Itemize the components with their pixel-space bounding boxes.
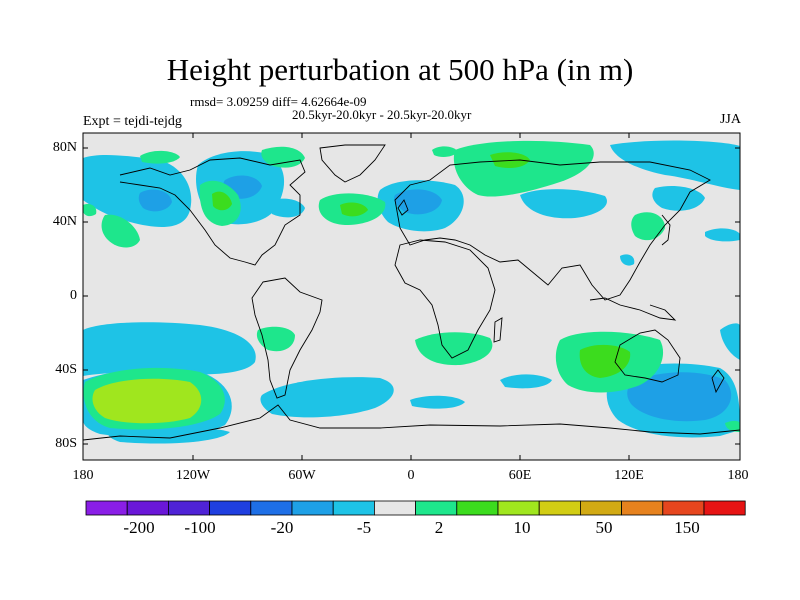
colorbar-label-150: 150 [674, 518, 700, 537]
coastlines [83, 144, 740, 441]
experiment-label: Expt = tejdi-tejdg [83, 114, 182, 129]
contour-mint-china [631, 212, 665, 241]
rmsd-diff-stats: rmsd= 3.09259 diff= 4.62664e-09 [190, 94, 367, 109]
contour-cyan-s-atlantic [260, 377, 394, 418]
x-tick-label-0: 0 [407, 468, 415, 483]
y-tick-label-80s: 80S [55, 436, 77, 451]
contour-cyan-s-indian [500, 374, 552, 389]
coastline-greenland [319, 144, 386, 183]
contour-mint-arctic-europe [432, 146, 458, 157]
contour-cyan-arctic-east [610, 140, 740, 190]
x-tick-label-60e: 60E [508, 468, 532, 483]
map-title: Height perturbation at 500 hPa (in m) [166, 52, 634, 87]
coastline-british-isles [397, 199, 409, 216]
colorbar-swatch-13 [580, 500, 623, 516]
x-tick-label-180w: 180 [72, 468, 94, 483]
coastline-north-america [119, 157, 306, 266]
colorbar-swatch-9 [415, 500, 458, 516]
contour-mint-russia [453, 140, 594, 197]
colorbar-label-minus-100: -100 [184, 518, 216, 537]
x-tick-label-60w: 60W [288, 468, 316, 483]
colorbar-swatch-15 [662, 500, 705, 516]
contour-yellowgreen-s-pacific [92, 378, 202, 424]
coastline-japan [661, 214, 671, 246]
contour-cyan-se-pacific [720, 323, 740, 360]
colorbar-label-minus-5: -5 [356, 518, 372, 537]
contour-green-n-atlantic [340, 202, 368, 217]
colorbar-swatch-11 [497, 500, 540, 516]
coastline-madagascar [493, 317, 503, 343]
colorbar-swatch-12 [538, 500, 581, 516]
contour-cyan-antarctic-pacific [108, 426, 230, 444]
coastline-eurasia [394, 159, 711, 301]
contour-cyan-southern-ocean [410, 395, 465, 409]
contour-mint-arctic-pacific [140, 150, 180, 164]
colorbar-swatch-10 [456, 500, 499, 516]
coastline-africa [394, 239, 496, 359]
colorbar-swatch-6 [291, 500, 334, 516]
colorbar-swatch-8 [373, 500, 416, 516]
y-tick-label-40s: 40S [55, 362, 77, 377]
contour-cyan-japan [620, 254, 635, 266]
colorbar-label-10: 10 [513, 518, 531, 537]
contour-mint-n-pacific-east [83, 204, 97, 217]
contour-cyan-nw-pacific-small [705, 228, 740, 242]
x-tick-label-120w: 120W [175, 468, 211, 483]
y-tick-label-0: 0 [70, 288, 77, 303]
contour-mint-se-pacific [256, 326, 295, 352]
coastline-maritime-continent [589, 297, 677, 321]
contour-mint-southern-ocean [725, 420, 740, 432]
axis-ticks [83, 133, 740, 460]
contour-field [83, 133, 740, 460]
coastline-australia [614, 329, 681, 383]
colorbar-label-minus-200: -200 [123, 518, 155, 537]
colorbar-swatch-3 [167, 500, 210, 516]
contours-negative-20 [138, 175, 732, 422]
contour-mint-arctic-canada [261, 146, 305, 168]
contour-cyan-siberia [520, 189, 607, 219]
contour-blue-australia-core [627, 372, 732, 422]
colorbar [85, 500, 746, 516]
y-tick-label-80n: 80N [52, 140, 77, 155]
y-tick-label-40n: 40N [52, 214, 77, 229]
colorbar-label-50: 50 [595, 518, 613, 537]
colorbar-swatch-14 [621, 500, 664, 516]
x-tick-label-120e: 120E [614, 468, 644, 483]
period-subtitle: 20.5kyr-20.0kyr - 20.5kyr-20.0kyr [292, 107, 472, 122]
x-tick-label-180e: 180 [727, 468, 749, 483]
colorbar-label-minus-20: -20 [270, 518, 294, 537]
colorbar-swatch-1 [85, 500, 128, 516]
colorbar-swatch-5 [250, 500, 293, 516]
colorbar-swatch-4 [209, 500, 252, 516]
season-label: JJA [719, 112, 741, 127]
contour-green-n-america [212, 191, 232, 211]
colorbar-swatch-16 [703, 500, 746, 516]
contour-blue-europe [394, 189, 442, 215]
contour-mint-n-pacific [101, 214, 140, 248]
coastline-new-zealand [711, 369, 725, 394]
colorbar-label-2: 2 [434, 518, 444, 537]
contour-cyan-n-atlantic-west [268, 198, 305, 218]
colorbar-swatch-2 [126, 500, 169, 516]
contours-positive-50 [92, 378, 202, 424]
contour-blue-nw-pacific [138, 189, 172, 212]
coastline-south-america [251, 277, 323, 399]
contour-cyan-ne-asia [652, 186, 705, 211]
colorbar-swatch-7 [332, 500, 375, 516]
contour-cyan-s-pacific [83, 322, 256, 376]
coastline-antarctica [83, 404, 740, 441]
